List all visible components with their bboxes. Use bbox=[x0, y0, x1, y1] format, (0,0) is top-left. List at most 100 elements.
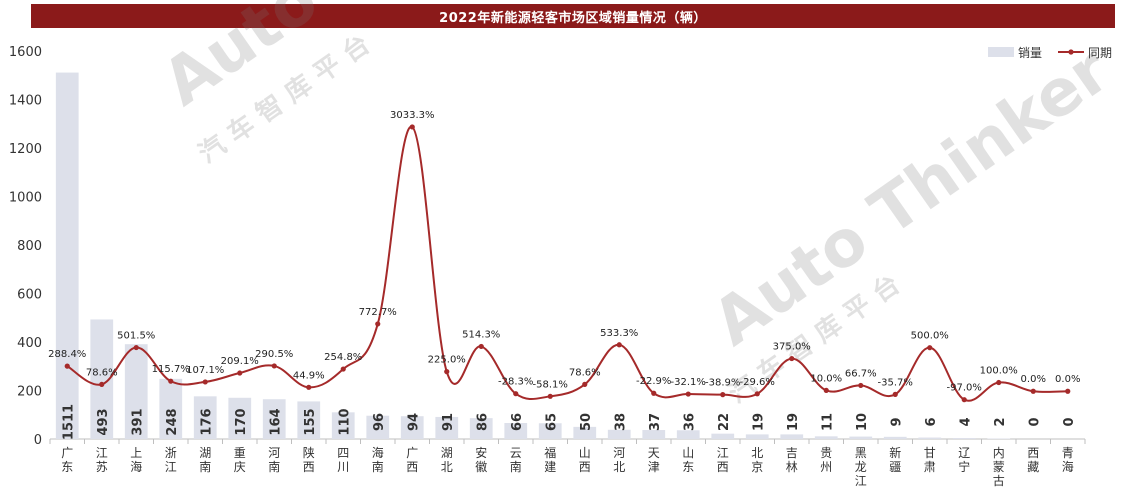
line-marker bbox=[133, 344, 139, 351]
legend-swatch-bar bbox=[988, 47, 1014, 57]
x-tick-label: 古 bbox=[993, 473, 1005, 488]
bar-value-label: 391 bbox=[130, 408, 145, 435]
bar bbox=[400, 416, 424, 439]
line-marker bbox=[340, 366, 346, 372]
line-data-label: 0.0% bbox=[1021, 374, 1046, 385]
line-data-label: 100.0% bbox=[980, 366, 1018, 377]
bar-value-label: 493 bbox=[96, 408, 111, 435]
x-tick-label: 西 bbox=[303, 460, 315, 474]
line-data-label: -58.1% bbox=[533, 379, 568, 390]
x-tick-label: 江 bbox=[855, 474, 867, 488]
bar bbox=[573, 426, 597, 439]
x-tick-label: 江 bbox=[165, 460, 177, 474]
x-tick-label: 西 bbox=[579, 460, 591, 474]
y-tick-label: 1600 bbox=[9, 45, 42, 60]
bar bbox=[262, 399, 286, 439]
line-marker bbox=[1030, 388, 1036, 394]
bar-value-label: 22 bbox=[717, 413, 732, 431]
y-tick-label: 800 bbox=[17, 239, 42, 254]
line-marker bbox=[478, 343, 484, 350]
line-data-label: 0.0% bbox=[1055, 374, 1080, 385]
bar-value-label: 11 bbox=[820, 413, 835, 431]
bar-value-label: 50 bbox=[579, 413, 594, 431]
x-tick-label: 辽 bbox=[958, 446, 970, 460]
x-tick-label: 广 bbox=[406, 446, 418, 460]
bar-value-label: 36 bbox=[682, 413, 697, 431]
x-tick-label: 南 bbox=[372, 459, 384, 474]
bar bbox=[366, 415, 390, 439]
x-tick-label: 重 bbox=[234, 446, 246, 460]
x-tick-label: 贵 bbox=[820, 446, 832, 460]
series-line bbox=[66, 125, 1068, 402]
x-tick-label: 安 bbox=[475, 445, 487, 460]
line-data-label: 501.5% bbox=[117, 331, 155, 342]
x-tick-label: 北 bbox=[613, 460, 625, 474]
x-tick-label: 宁 bbox=[958, 459, 970, 474]
line-marker bbox=[237, 370, 243, 376]
y-tick-label: 1200 bbox=[9, 142, 42, 157]
line-marker bbox=[892, 391, 898, 397]
line-data-label: 10.0% bbox=[810, 373, 842, 384]
bar-value-label: 91 bbox=[441, 413, 456, 431]
x-tick-label: 浙 bbox=[165, 446, 177, 460]
line-marker bbox=[375, 321, 381, 327]
bar-value-label: 110 bbox=[337, 408, 352, 435]
line-data-label: 3033.3% bbox=[390, 110, 435, 121]
line-marker bbox=[582, 381, 588, 387]
line-marker bbox=[961, 397, 967, 403]
x-tick-label: 州 bbox=[820, 460, 832, 474]
x-tick-label: 建 bbox=[544, 460, 556, 474]
bar-value-label: 0 bbox=[1062, 417, 1077, 426]
bar-value-label: 176 bbox=[199, 408, 214, 435]
bar-value-label: 37 bbox=[648, 413, 663, 431]
x-tick-label: 河 bbox=[613, 446, 625, 460]
bar-value-label: 248 bbox=[165, 408, 180, 435]
line-data-label: 78.6% bbox=[569, 367, 601, 378]
x-tick-label: 肃 bbox=[924, 460, 936, 474]
line-data-label: 514.3% bbox=[462, 329, 500, 340]
bar bbox=[331, 412, 355, 439]
x-tick-label: 福 bbox=[544, 445, 556, 460]
line-marker bbox=[202, 379, 208, 385]
x-tick-label: 东 bbox=[61, 460, 73, 474]
bar bbox=[711, 433, 735, 439]
x-tick-label: 河 bbox=[268, 446, 280, 460]
bar-value-label: 170 bbox=[234, 408, 249, 435]
line-marker bbox=[306, 384, 312, 390]
x-tick-label: 疆 bbox=[889, 460, 901, 474]
bar-value-label: 0 bbox=[1027, 417, 1042, 426]
x-tick-label: 海 bbox=[130, 459, 142, 474]
chart-title: 2022年新能源轻客市场区域销量情况（辆） bbox=[31, 4, 1115, 28]
x-tick-label: 林 bbox=[786, 460, 798, 474]
x-tick-label: 吉 bbox=[786, 446, 798, 460]
x-tick-label: 黑 bbox=[855, 446, 867, 460]
x-tick-label: 云 bbox=[510, 446, 522, 460]
bar bbox=[435, 416, 459, 439]
bar-value-label: 66 bbox=[510, 413, 525, 431]
line-marker bbox=[271, 363, 277, 369]
bar-value-label: 155 bbox=[303, 408, 318, 435]
x-tick-label: 海 bbox=[372, 445, 384, 460]
line-marker bbox=[789, 355, 795, 362]
bar-value-label: 94 bbox=[406, 413, 421, 431]
y-tick-label: 600 bbox=[17, 288, 42, 303]
x-tick-label: 津 bbox=[648, 460, 660, 474]
x-tick-label: 西 bbox=[406, 460, 418, 474]
x-tick-label: 东 bbox=[682, 460, 694, 474]
bar-value-label: 2 bbox=[993, 417, 1008, 426]
line-marker bbox=[513, 391, 519, 397]
legend-label-line: 同期 bbox=[1088, 46, 1112, 60]
bar-value-label: 19 bbox=[786, 413, 801, 431]
x-tick-label: 广 bbox=[61, 446, 73, 460]
legend-label-bar: 销量 bbox=[1018, 46, 1042, 60]
x-tick-label: 南 bbox=[199, 459, 211, 474]
x-tick-label: 徽 bbox=[475, 459, 487, 474]
bar-value-label: 164 bbox=[268, 408, 283, 435]
line-marker bbox=[720, 392, 726, 398]
line-marker bbox=[547, 393, 553, 399]
bar-value-label: 4 bbox=[958, 417, 973, 426]
line-marker bbox=[651, 390, 657, 396]
x-tick-label: 青 bbox=[1062, 446, 1074, 460]
bar bbox=[676, 430, 700, 439]
bar bbox=[918, 437, 942, 439]
